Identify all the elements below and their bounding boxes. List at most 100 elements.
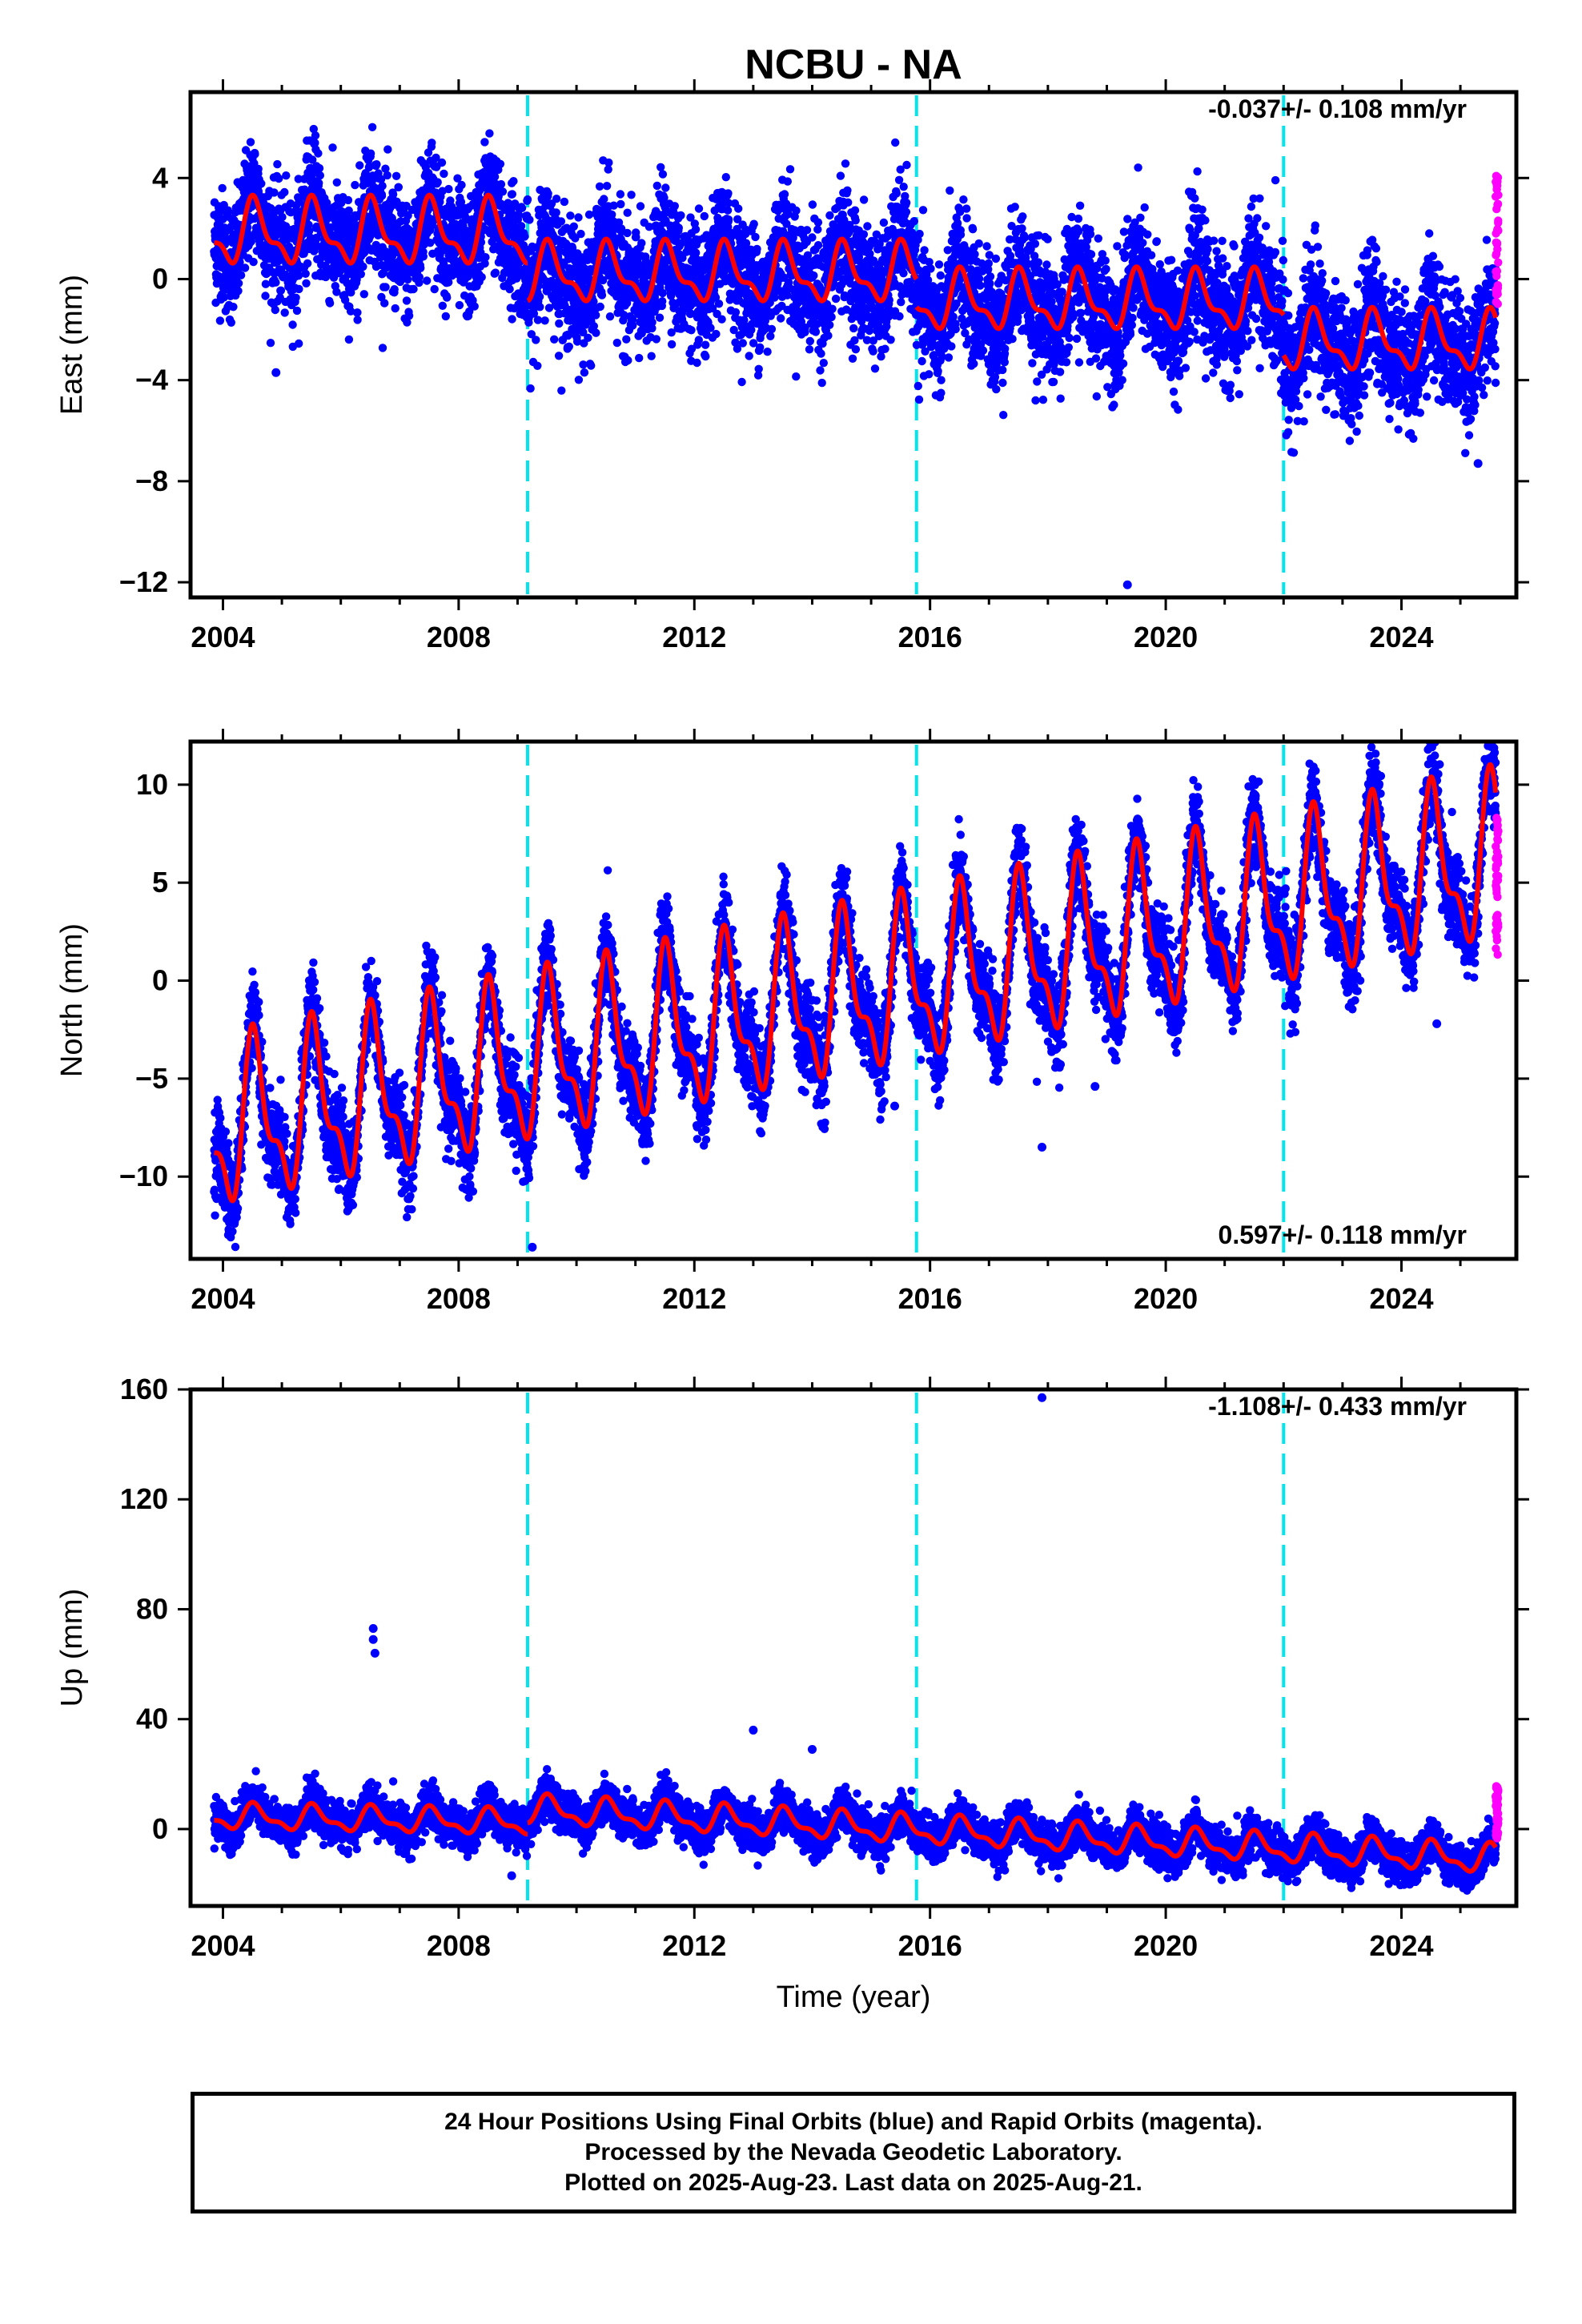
data-point (827, 312, 836, 322)
data-point (432, 153, 440, 163)
data-point (490, 172, 500, 181)
data-point (381, 164, 390, 173)
data-point (917, 356, 926, 366)
data-point (525, 215, 534, 224)
data-point (344, 335, 354, 344)
data-point (491, 268, 500, 277)
data-point (687, 326, 696, 335)
data-point (648, 318, 656, 327)
data-point (359, 290, 368, 299)
data-point (409, 284, 418, 294)
data-point (383, 171, 391, 180)
data-point (915, 229, 924, 239)
data-point (725, 296, 734, 304)
data-point (724, 189, 733, 198)
data-point (550, 335, 559, 344)
data-point (289, 231, 298, 240)
data-point (660, 193, 669, 203)
data-point (218, 183, 227, 193)
data-point (974, 239, 983, 248)
data-point (366, 149, 375, 158)
data-point (724, 215, 733, 224)
data-point (869, 347, 877, 356)
data-point (278, 212, 287, 222)
data-point (691, 225, 701, 234)
data-point (378, 344, 387, 352)
data-point (701, 340, 710, 349)
data-point (734, 204, 743, 213)
data-point (817, 378, 826, 388)
data-point (627, 191, 636, 199)
data-point (223, 206, 232, 215)
data-point (520, 232, 529, 241)
data-point (667, 328, 676, 337)
data-point (647, 352, 656, 360)
data-point (756, 343, 765, 352)
data-point (934, 260, 944, 269)
data-point (523, 195, 532, 204)
data-point (674, 223, 683, 232)
data-point (661, 183, 670, 192)
data-point (282, 171, 291, 180)
data-point (656, 163, 665, 171)
data-point (712, 329, 721, 339)
data-point (783, 177, 792, 186)
data-point (480, 138, 489, 147)
data-point (600, 195, 608, 203)
data-point (428, 139, 436, 147)
data-point (731, 308, 741, 317)
data-point (658, 297, 667, 306)
data-point (851, 216, 860, 225)
data-point (670, 202, 679, 211)
data-point (402, 296, 412, 305)
data-point (595, 182, 604, 191)
data-point (589, 297, 598, 306)
data-point (946, 186, 954, 195)
data-point (745, 352, 753, 360)
data-point (886, 336, 895, 344)
data-point (944, 353, 954, 362)
data-point (959, 195, 968, 204)
data-point (564, 342, 573, 351)
data-point (580, 368, 589, 377)
data-point (353, 308, 362, 317)
data-point (836, 171, 845, 180)
data-point (909, 217, 919, 226)
data-point (261, 279, 271, 288)
data-point (713, 309, 721, 319)
data-point (470, 302, 479, 311)
data-point (766, 332, 775, 340)
data-point (978, 346, 988, 355)
data-point (604, 158, 613, 167)
data-point (737, 377, 746, 387)
data-point (356, 270, 365, 279)
data-point (496, 159, 505, 168)
data-point (723, 206, 733, 215)
data-point (526, 384, 535, 393)
data-point (292, 306, 302, 316)
data-point (951, 324, 960, 334)
data-point (926, 264, 935, 273)
data-point (609, 201, 618, 210)
data-point (517, 203, 527, 212)
data-point (925, 370, 934, 379)
data-point (819, 359, 828, 368)
data-point (571, 234, 580, 243)
data-point (557, 386, 566, 395)
data-point (592, 328, 600, 337)
data-point (301, 269, 310, 278)
data-point (438, 187, 447, 195)
data-point (816, 366, 825, 375)
data-point (763, 348, 772, 356)
data-point (294, 175, 303, 183)
data-point (918, 206, 928, 215)
data-point (388, 190, 398, 199)
data-point (825, 320, 834, 329)
data-point (377, 191, 387, 200)
data-point (566, 211, 575, 220)
data-point (623, 228, 632, 238)
data-point (956, 230, 966, 239)
data-point (623, 208, 632, 217)
data-point (849, 324, 858, 333)
